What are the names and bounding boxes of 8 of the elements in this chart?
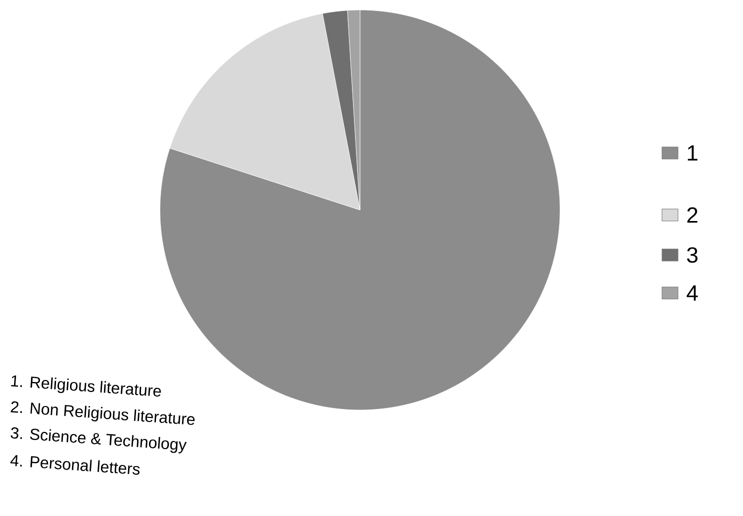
- text: 3. Science & Technology: [10, 427, 187, 454]
- text: 1. Religious literature: [11, 375, 161, 397]
- text: 2. Non Religious literature: [10, 401, 195, 425]
- legend-label: 4: [686, 285, 698, 301]
- legend-label: 1: [688, 145, 698, 161]
- legend-label: 3: [687, 247, 698, 263]
- legend-label: 2: [687, 207, 698, 223]
- text: 4. Personal letters: [10, 455, 140, 475]
